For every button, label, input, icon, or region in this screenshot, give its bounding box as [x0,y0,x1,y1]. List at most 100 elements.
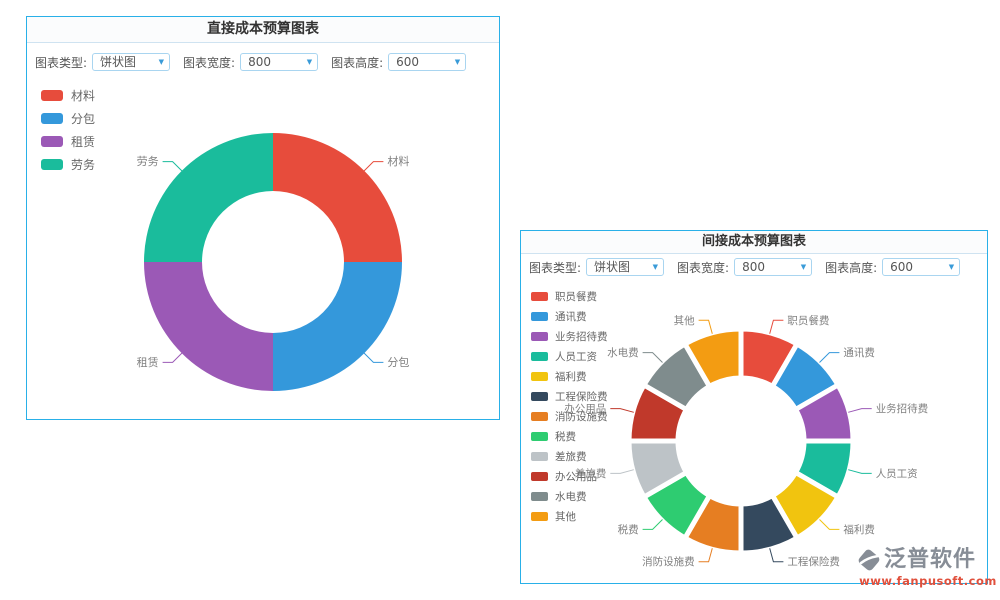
legend-item-工程保险费[interactable]: 工程保险费 [531,389,608,404]
legend-item-材料[interactable]: 材料 [41,87,95,104]
legend-swatch [531,392,548,401]
legend-item-业务招待费[interactable]: 业务招待费 [531,329,608,344]
pie-segment-分包[interactable] [273,262,402,391]
legend-item-通讯费[interactable]: 通讯费 [531,309,608,324]
pie-label-line [819,519,840,530]
pie-label: 办公用品 [564,402,606,415]
direct-cost-panel: 直接成本预算图表 图表类型: 饼状图 ▼ 图表宽度: 800 ▼ 图表高度: 6… [26,16,500,420]
legend-label: 职员餐费 [555,291,597,303]
legend-label: 材料 [71,89,96,103]
chart-height-value: 600 [890,260,914,274]
legend-item-劳务[interactable]: 劳务 [41,156,95,173]
legend-label: 水电费 [555,491,587,503]
legend-swatch [531,472,548,481]
pie-label-line [769,319,784,334]
pie-label-line [610,408,634,413]
chart-height-label: 图表高度: [825,260,878,275]
legend-label: 差旅费 [555,451,587,463]
pie-label-line [162,352,183,363]
legend-swatch [531,292,548,301]
chevron-down-icon: ▼ [158,58,165,66]
pie-label: 材料 [387,154,409,168]
pie-segment-劳务[interactable] [144,133,273,262]
legend-item-分包[interactable]: 分包 [41,110,95,127]
pie-label-line [698,319,713,334]
indirect-cost-panel: 间接成本预算图表 图表类型: 饼状图 ▼ 图表宽度: 800 ▼ 图表高度: 6… [520,230,988,584]
legend-swatch [531,372,548,381]
pie-label-line [769,548,784,563]
chart-height-select[interactable]: 600 ▼ [882,258,961,276]
pie-label: 福利费 [843,523,875,536]
legend-swatch [41,136,63,147]
panel-title: 直接成本预算图表 [27,17,499,43]
legend-swatch [41,113,63,124]
legend-swatch [531,452,548,461]
pie-label: 消防设施费 [642,555,695,568]
chart-height-select[interactable]: 600 ▼ [388,53,467,71]
watermark-brand: 泛普软件 [884,547,977,572]
pie-label: 人员工资 [876,468,918,480]
legend-item-水电费[interactable]: 水电费 [531,489,608,504]
legend-label: 福利费 [555,371,587,383]
pie-label-line [363,161,384,172]
legend-swatch [531,512,548,521]
fanpu-watermark: 泛普软件 www.fanpusoft.com [856,547,1000,588]
pie-label: 租赁 [137,355,159,369]
panel-title: 间接成本预算图表 [521,231,987,254]
chart-type-select[interactable]: 饼状图 ▼ [92,53,171,71]
pie-segment-租赁[interactable] [144,262,273,391]
chevron-down-icon: ▼ [948,263,955,271]
chart-width-label: 图表宽度: [677,260,730,275]
watermark-url: www.fanpusoft.com [859,574,997,588]
chart-type-value: 饼状图 [100,55,137,69]
legend-item-差旅费[interactable]: 差旅费 [531,449,608,464]
pie-label-line [642,519,663,530]
pie-label-line [610,469,634,474]
chevron-down-icon: ▼ [306,58,313,66]
legend-label: 消防设施费 [555,411,608,423]
legend-label: 劳务 [71,158,96,172]
pie-label: 差旅费 [575,467,607,480]
legend-item-税费[interactable]: 税费 [531,429,608,444]
chart-controls: 图表类型: 饼状图 ▼ 图表宽度: 800 ▼ 图表高度: 600 ▼ [35,53,479,71]
legend-item-租赁[interactable]: 租赁 [41,133,95,150]
pie-label: 职员餐费 [787,314,829,327]
legend-item-办公用品[interactable]: 办公用品 [531,469,608,484]
legend-swatch [531,412,548,421]
indirect-cost-legend: 职员餐费 通讯费 业务招待费 人员工资 福利费 工程保险费 消防设施费 税费 差旅费 办公用品 水电… [531,289,608,529]
chevron-down-icon: ▼ [652,263,659,271]
pie-segment-材料[interactable] [273,133,402,262]
pie-label-line [848,469,872,474]
chart-width-value: 800 [742,260,765,274]
legend-swatch [531,492,548,501]
legend-item-消防设施费[interactable]: 消防设施费 [531,409,608,424]
chart-type-value: 饼状图 [594,260,631,274]
chart-width-select[interactable]: 800 ▼ [240,53,319,71]
legend-item-其他[interactable]: 其他 [531,509,608,524]
chart-type-select[interactable]: 饼状图 ▼ [586,258,665,276]
legend-swatch [41,90,63,101]
legend-label: 税费 [555,431,576,443]
legend-item-职员餐费[interactable]: 职员餐费 [531,289,608,304]
pie-label: 劳务 [137,155,159,168]
legend-swatch [531,332,548,341]
chart-type-label: 图表类型: [529,260,582,275]
legend-swatch [531,312,548,321]
pie-label-line [698,548,713,563]
legend-item-人员工资[interactable]: 人员工资 [531,349,608,364]
pie-segment-其他[interactable] [682,326,744,389]
pie-label-line [363,352,384,363]
legend-label: 租赁 [71,135,96,149]
legend-label: 人员工资 [555,351,597,363]
legend-item-福利费[interactable]: 福利费 [531,369,608,384]
legend-swatch [531,432,548,441]
pie-label: 其他 [674,314,696,327]
pie-label: 工程保险费 [787,555,840,568]
legend-label: 业务招待费 [555,331,608,343]
chart-width-label: 图表宽度: [183,55,236,70]
pie-label: 通讯费 [843,346,875,359]
fanpu-logo-icon [858,549,880,571]
chart-width-select[interactable]: 800 ▼ [734,258,813,276]
chevron-down-icon: ▼ [800,263,807,271]
